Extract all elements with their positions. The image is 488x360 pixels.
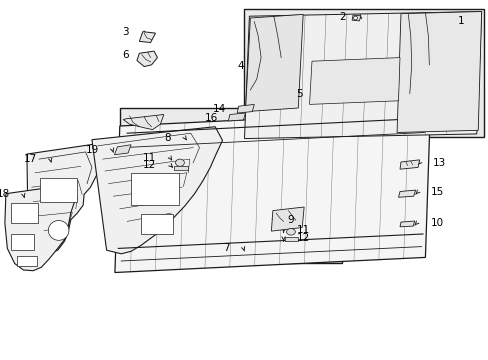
Ellipse shape <box>286 229 295 235</box>
Polygon shape <box>396 12 481 132</box>
Polygon shape <box>123 114 163 130</box>
Text: 9: 9 <box>287 215 294 225</box>
Ellipse shape <box>175 159 184 166</box>
Bar <box>141 214 172 234</box>
Polygon shape <box>351 15 360 21</box>
Text: 2: 2 <box>339 12 346 22</box>
Text: 12: 12 <box>143 160 156 170</box>
Polygon shape <box>5 184 76 271</box>
Text: 19: 19 <box>85 145 99 155</box>
Text: 10: 10 <box>429 218 443 228</box>
Polygon shape <box>244 12 481 139</box>
Text: 11: 11 <box>143 153 156 163</box>
Polygon shape <box>399 221 414 227</box>
Bar <box>131 173 179 205</box>
Polygon shape <box>309 58 399 104</box>
Bar <box>244 9 483 137</box>
Ellipse shape <box>48 220 69 240</box>
Polygon shape <box>398 190 415 197</box>
Text: 8: 8 <box>164 132 171 143</box>
Text: 3: 3 <box>122 27 128 37</box>
Text: 17: 17 <box>23 154 37 164</box>
Text: 14: 14 <box>213 104 226 114</box>
Polygon shape <box>245 14 303 112</box>
Polygon shape <box>114 145 131 155</box>
Bar <box>120 108 342 263</box>
Polygon shape <box>271 207 304 231</box>
Text: 11: 11 <box>297 225 310 235</box>
Ellipse shape <box>353 16 357 20</box>
Bar <box>173 166 188 170</box>
Bar <box>284 237 298 241</box>
Text: 18: 18 <box>0 189 10 199</box>
Polygon shape <box>27 144 102 255</box>
Text: 1: 1 <box>457 16 464 26</box>
Text: 15: 15 <box>430 187 444 197</box>
Text: 5: 5 <box>296 89 303 99</box>
Bar <box>11 234 34 250</box>
Bar <box>17 256 37 266</box>
Text: 13: 13 <box>432 158 446 168</box>
Bar <box>40 178 77 202</box>
Text: 6: 6 <box>122 50 128 60</box>
Polygon shape <box>237 104 254 113</box>
Text: 16: 16 <box>204 113 217 123</box>
Polygon shape <box>92 127 222 254</box>
Text: 12: 12 <box>297 233 310 243</box>
Polygon shape <box>228 113 245 121</box>
Bar <box>11 203 38 223</box>
Polygon shape <box>137 51 157 67</box>
Polygon shape <box>139 32 155 42</box>
Text: 4: 4 <box>237 60 244 71</box>
Polygon shape <box>115 111 429 273</box>
Text: 7: 7 <box>223 243 229 253</box>
Polygon shape <box>399 160 419 169</box>
